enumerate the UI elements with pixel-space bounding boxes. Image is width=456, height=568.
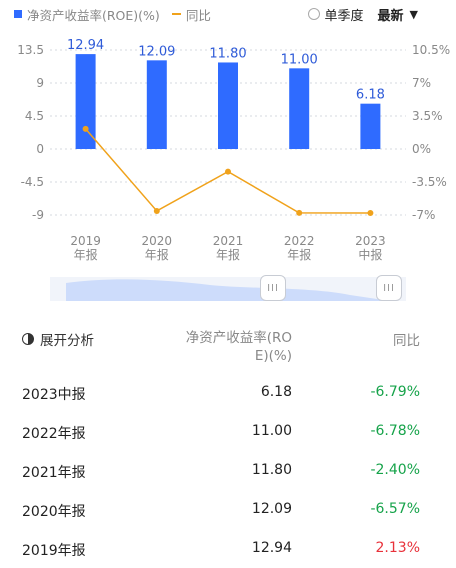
slider-handle-left[interactable]: III [260, 275, 286, 301]
legend-bar-label: 净资产收益率(ROE)(%) [27, 7, 160, 23]
caret-down-icon: ▼ [409, 7, 418, 21]
x-tick-label: 年报 [287, 247, 311, 262]
bar [360, 103, 381, 149]
table-row[interactable]: 2019年报 12.94 2.13% [0, 530, 456, 568]
table-header: 展开分析 净资产收益率(ROE)(%) 同比 [0, 327, 456, 367]
yoy-point [367, 210, 374, 217]
row-yoy-value: -6.78% [370, 423, 420, 439]
x-tick-label: 中报 [358, 247, 382, 262]
y-left-tick-label: -9 [32, 208, 44, 222]
row-roe-value: 12.94 [251, 540, 292, 556]
table-row[interactable]: 2022年报 11.00 -6.78% [0, 413, 456, 451]
y-right-tick-label: -7% [412, 208, 435, 222]
table-row[interactable]: 2021年报 11.80 -2.40% [0, 452, 456, 490]
slider-preview-area [66, 279, 390, 301]
yoy-point [225, 168, 231, 175]
legend-bar-swatch [14, 10, 22, 18]
y-right-tick-label: 10.5% [412, 43, 450, 57]
row-period: 2021年报 [22, 465, 86, 481]
legend-line-swatch [171, 13, 181, 15]
row-roe-value: 11.00 [251, 423, 292, 439]
expand-analysis-button[interactable]: 展开分析 [22, 329, 94, 349]
y-right-tick-label: -3.5% [412, 175, 447, 189]
x-tick-label: 年报 [216, 247, 240, 262]
row-roe-value: 12.09 [251, 501, 292, 517]
roe-chart: 13.5 9 4.5 0 -4.5 -9 10.5% 7% 3.5% 0% -3.5% -7% 12.9… [17, 38, 450, 262]
table-row[interactable]: 2020年报 12.09 -6.57% [0, 491, 456, 529]
x-tick-label: 2022 [284, 234, 315, 248]
bar-data-label: 11.00 [281, 52, 318, 67]
yoy-point [153, 207, 160, 214]
bar [289, 68, 310, 149]
table-row[interactable]: 2023中报 6.18 -6.79% [0, 374, 456, 412]
bar-data-label: 11.80 [209, 46, 246, 61]
row-yoy-value: -6.79% [370, 384, 420, 400]
bar [146, 60, 167, 150]
quarter-toggle[interactable]: 单季度 [307, 5, 364, 24]
x-tick-label: 年报 [74, 247, 98, 262]
column-header-roe: 净资产收益率(ROE)(%) [185, 330, 292, 364]
x-tick-label: 2019 [70, 234, 101, 248]
row-yoy-value: -2.40% [370, 462, 420, 478]
period-dropdown[interactable]: 最新 ▼ [378, 5, 418, 24]
bar [75, 54, 96, 149]
quarter-toggle-label: 单季度 [324, 8, 364, 24]
chart-controls: 单季度 最新 ▼ [307, 4, 418, 24]
yoy-point [82, 125, 89, 132]
y-left-tick-label: 9 [36, 76, 44, 90]
row-period: 2022年报 [22, 426, 86, 442]
y-left-tick-label: 13.5 [17, 43, 44, 57]
y-left-tick-label: 0 [36, 142, 44, 156]
y-right-tick-label: 7% [412, 76, 431, 90]
y-left-tick-label: 4.5 [25, 109, 44, 123]
bar [218, 62, 238, 149]
slider-preview [66, 279, 390, 301]
row-yoy-value: 2.13% [375, 540, 420, 556]
row-period: 2019年报 [22, 543, 86, 559]
bar-data-label: 6.18 [356, 88, 385, 103]
row-yoy-value: -6.57% [370, 501, 420, 517]
legend-line-label: 同比 [185, 7, 211, 23]
y-right-tick-label: 3.5% [412, 109, 443, 123]
row-roe-value: 6.18 [260, 384, 292, 400]
row-period: 2020年报 [22, 504, 86, 520]
y-right-tick-label: 0% [412, 142, 431, 156]
bar-data-label: 12.94 [67, 38, 104, 53]
legend-item-roe[interactable]: 净资产收益率(ROE)(%) [14, 5, 160, 24]
row-period: 2023中报 [22, 387, 86, 403]
x-tick-label: 2023 [355, 234, 386, 248]
expand-analysis-label: 展开分析 [40, 333, 94, 349]
x-tick-label: 2020 [142, 234, 173, 248]
x-tick-label: 年报 [145, 247, 169, 262]
legend-item-yoy[interactable]: 同比 [171, 5, 211, 24]
column-header-yoy: 同比 [393, 333, 420, 349]
radio-icon[interactable] [307, 8, 320, 20]
bar-data-label: 12.09 [138, 44, 175, 59]
y-left-tick-label: -4.5 [21, 175, 44, 189]
yoy-point [296, 209, 303, 216]
slider-track [50, 277, 406, 301]
chart-legend: 净资产收益率(ROE)(%) 同比 [14, 4, 223, 24]
row-roe-value: 11.80 [251, 462, 292, 478]
pie-chart-icon [22, 333, 34, 345]
period-dropdown-label: 最新 [377, 8, 404, 24]
x-tick-label: 2021 [213, 234, 244, 248]
slider-handle-right[interactable]: III [376, 275, 402, 301]
range-slider[interactable]: III III [50, 273, 406, 305]
